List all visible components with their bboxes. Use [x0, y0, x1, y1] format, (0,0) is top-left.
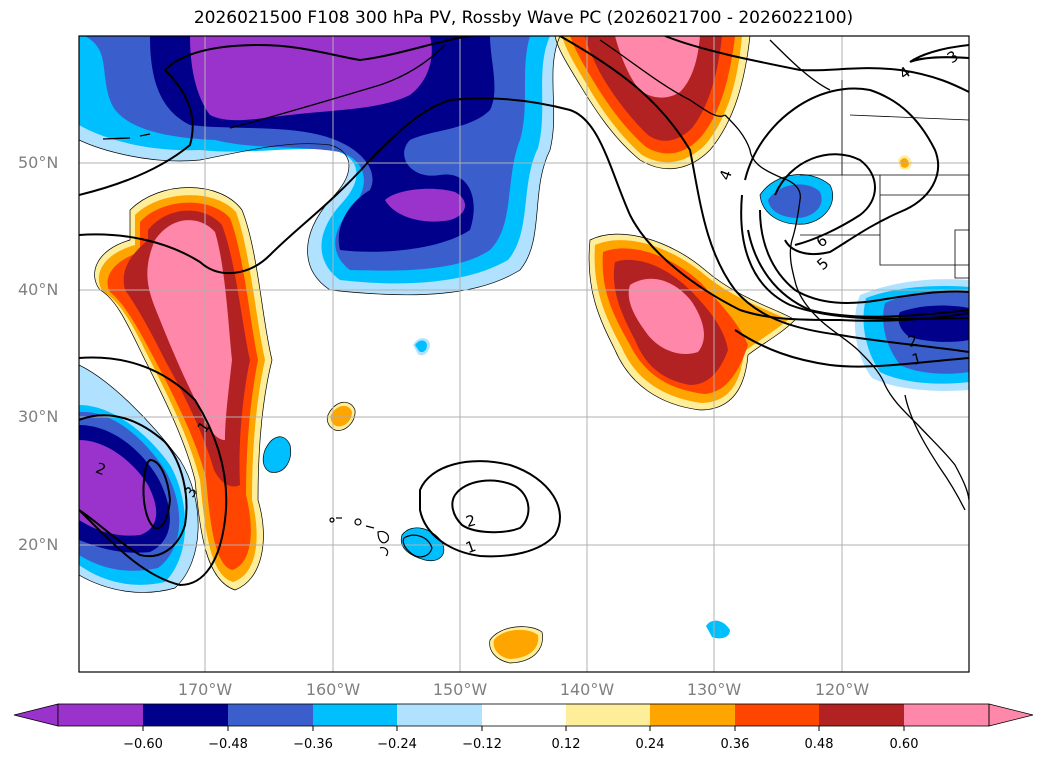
lon-label: 140°W [559, 680, 615, 699]
colorbar-tick-label: 0.60 [889, 737, 919, 752]
lon-label: 170°W [177, 680, 233, 699]
lon-label: 120°W [814, 680, 870, 699]
lat-label: 20°N [18, 535, 59, 554]
pos-anomaly-small [327, 155, 912, 663]
gridlines [79, 36, 969, 672]
pos-anomaly-central [589, 234, 795, 410]
neg-anomaly-north [79, 36, 560, 295]
coastlines [102, 39, 969, 511]
rossby-contours [79, 36, 969, 587]
map-frame [78, 35, 970, 673]
colorbar-tick-label: −0.48 [208, 737, 248, 752]
neg-anomaly-east [854, 279, 969, 391]
anomaly-outlines [79, 36, 834, 664]
lat-label: 40°N [18, 280, 59, 299]
neg-anomaly-southwest [79, 365, 199, 593]
colorbar [13, 703, 1034, 731]
colorbar-tick-label: −0.12 [462, 737, 502, 752]
lat-label: 50°N [18, 153, 59, 172]
colorbar-tick-label: 0.24 [635, 737, 665, 752]
pos-anomaly-north [555, 36, 750, 169]
lon-label: 150°W [432, 680, 488, 699]
lat-label: 30°N [18, 407, 59, 426]
colorbar-tick-label: −0.36 [293, 737, 333, 752]
colorbar-tick-label: 0.36 [720, 737, 750, 752]
colorbar-tick-label: 0.48 [804, 737, 834, 752]
map-panel [79, 36, 969, 672]
colorbar-tick-label: 0.12 [551, 737, 581, 752]
lon-label: 130°W [686, 680, 742, 699]
lon-label: 160°W [305, 680, 361, 699]
map-title: 2026021500 F108 300 hPa PV, Rossby Wave … [193, 8, 854, 28]
colorbar-tick-label: −0.60 [123, 737, 163, 752]
hawaii-islands [329, 517, 433, 558]
colorbar-tick-label: −0.24 [377, 737, 417, 752]
